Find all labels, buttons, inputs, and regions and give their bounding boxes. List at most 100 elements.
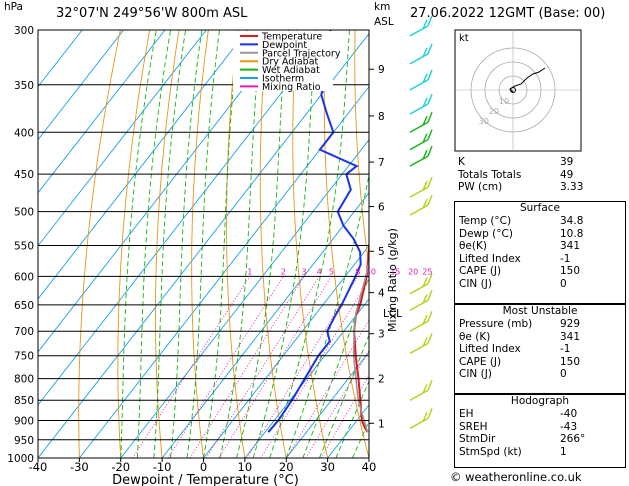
- legend-label: Temperature: [261, 32, 322, 43]
- index-label: K: [458, 156, 465, 168]
- wind-barb-flag: [422, 314, 428, 325]
- most-unstable-title: Most Unstable: [502, 305, 578, 317]
- wind-barb-staff: [409, 53, 429, 65]
- dry-adiabat-line: [226, 30, 246, 458]
- row-label: θe (K): [459, 330, 491, 343]
- pressure-tick-label: 400: [14, 127, 34, 139]
- row-label: Dewp (°C): [459, 227, 513, 240]
- isotherm-line: [38, 30, 331, 406]
- row-label: StmDir: [459, 433, 496, 446]
- hodograph-ring-label: 10: [499, 97, 509, 106]
- wind-barb-flag: [427, 69, 433, 81]
- legend-label: Wet Adiabat: [262, 65, 320, 76]
- row-value: 341: [560, 240, 581, 253]
- km-label: km: [374, 1, 391, 13]
- mixing-ratio-label: 4: [317, 267, 322, 276]
- wind-barb-staff: [409, 121, 429, 133]
- wind-barb-staff: [409, 299, 429, 311]
- row-label: Temp (°C): [459, 215, 512, 227]
- wind-barb-flag: [427, 273, 433, 285]
- x-axis-label: Dewpoint / Temperature (°C): [112, 473, 299, 486]
- mixing-ratio-line: [132, 276, 251, 458]
- hodograph-ring-label: 30: [479, 117, 489, 126]
- mixing-ratio-axis-label: Mixing Ratio (g/kg): [386, 228, 399, 332]
- dry-adiabat-line: [323, 30, 369, 458]
- isotherm-line: [79, 85, 369, 458]
- isotherm-line: [38, 30, 249, 300]
- pressure-tick-label: 350: [14, 80, 34, 92]
- wind-barb-staff: [409, 342, 429, 354]
- pressure-tick-label: 1000: [7, 453, 34, 465]
- wind-barb-staff: [409, 186, 429, 198]
- legend-label: Mixing Ratio: [262, 82, 321, 93]
- pressure-tick-label: 750: [14, 351, 34, 363]
- wind-barb-flag: [422, 412, 428, 422]
- isotherm-line: [38, 30, 124, 141]
- mixing-ratio-label: 8: [355, 267, 360, 276]
- mixing-ratio-line: [189, 276, 305, 458]
- row-value: 0: [560, 368, 567, 381]
- row-label: EH: [459, 408, 474, 420]
- isotherm-line: [38, 30, 166, 194]
- surface-row: Temp (°C) 34.8: [455, 215, 625, 228]
- wind-barb-flag: [427, 129, 433, 140]
- hodo-row: StmDir 266°: [455, 433, 625, 446]
- pressure-tick-label: 900: [14, 416, 34, 428]
- location-title: 32°07'N 249°56'W 800m ASL: [56, 6, 248, 21]
- wet-adiabat-line: [269, 30, 350, 458]
- row-value: 929: [560, 318, 581, 330]
- surface-row: CIN (J) 0: [455, 278, 625, 291]
- km-tick-label: 1: [378, 418, 385, 430]
- row-value: 266°: [560, 433, 586, 446]
- wind-barb-flag: [427, 194, 433, 206]
- legend-label: Dry Adiabat: [262, 57, 319, 68]
- index-value: 39: [560, 156, 574, 168]
- km-tick-label: 6: [378, 202, 385, 214]
- mu-row: CIN (J) 0: [455, 368, 625, 381]
- row-value: 341: [560, 330, 581, 343]
- hodograph-table-title: Hodograph: [510, 395, 570, 407]
- mu-row: θe (K) 341: [455, 331, 625, 344]
- wind-barb-flag: [427, 93, 433, 105]
- mixing-ratio-line: [205, 276, 320, 458]
- km-tick-label: 9: [378, 64, 385, 76]
- wind-barb-staff: [409, 204, 429, 216]
- mixing-ratio-label: 15: [390, 267, 400, 276]
- dry-adiabat-line: [78, 30, 121, 458]
- x-tick-label: 40: [362, 460, 377, 474]
- surface-table: Surface Temp (°C) 34.8 Dewp (°C) 10.8 θe(K…: [454, 201, 626, 304]
- hodograph-table: Hodograph EH -40 SREH -43 StmDir 266° StmSp…: [454, 394, 626, 468]
- x-tick-label: -30: [70, 460, 89, 474]
- mixing-ratio-label: 20: [408, 267, 418, 276]
- pressure-tick-label: 600: [14, 271, 34, 283]
- x-tick-label: -40: [29, 460, 48, 474]
- row-label: CAPE (J): [459, 265, 502, 278]
- row-label: CIN (J): [459, 277, 492, 290]
- hodograph-frame: [454, 29, 582, 152]
- mixing-ratio-label: 2: [281, 267, 286, 276]
- wet-adiabat-line: [136, 30, 172, 458]
- index-row: PW (cm) 3.33: [454, 181, 626, 194]
- mixing-ratio-line: [260, 278, 369, 458]
- wind-barb-flag: [427, 176, 433, 188]
- mu-row: Lifted Index -1: [455, 343, 625, 356]
- isotherm-line: [38, 30, 207, 247]
- isotherm-line: [285, 351, 369, 458]
- wind-barb-flag: [422, 383, 428, 394]
- row-label: Lifted Index: [459, 252, 521, 265]
- wind-barb-flag: [422, 47, 428, 58]
- km-tick-label: 2: [378, 374, 385, 386]
- x-tick-label: -10: [153, 460, 172, 474]
- legend-label: Dewpoint: [262, 40, 307, 51]
- wind-barb-flag: [422, 277, 428, 288]
- pressure-tick-label: 850: [14, 395, 34, 407]
- km-tick-label: 5: [378, 246, 385, 258]
- hodograph-kt-label: kt: [459, 33, 469, 44]
- x-tick-label: 20: [279, 460, 294, 474]
- wind-barb-flag: [422, 73, 428, 84]
- wind-barb-flag: [422, 198, 428, 209]
- index-label: PW (cm): [458, 181, 503, 194]
- hodograph-storm-marker: [510, 87, 516, 93]
- row-label: CIN (J): [459, 368, 492, 381]
